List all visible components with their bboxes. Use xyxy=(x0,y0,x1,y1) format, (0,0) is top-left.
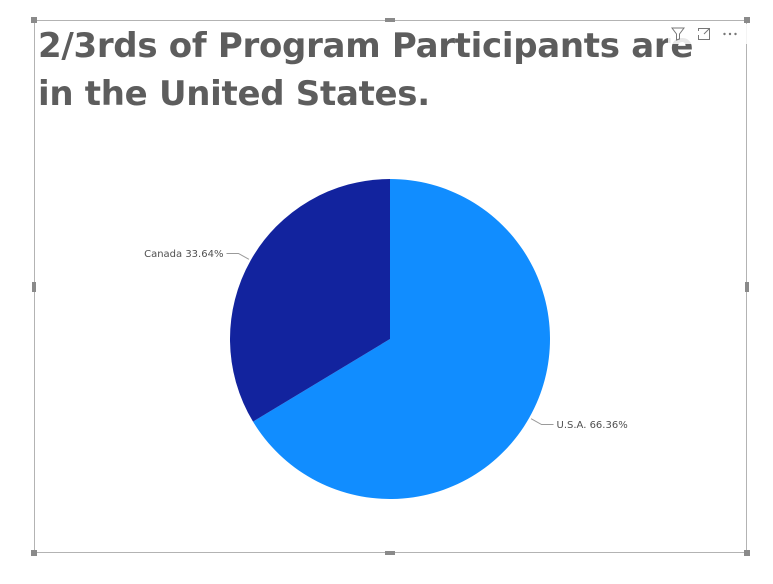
resize-handle-bottom-left[interactable] xyxy=(31,550,37,556)
leader-line xyxy=(530,418,554,426)
pie-slice-canada[interactable] xyxy=(230,179,390,422)
leader-line xyxy=(226,252,250,260)
resize-handle-top-left[interactable] xyxy=(31,17,37,23)
data-label: U.S.A. 66.36% xyxy=(557,420,628,431)
resize-handle-bottom[interactable] xyxy=(385,551,395,555)
resize-handle-top-right[interactable] xyxy=(744,17,750,23)
filter-icon[interactable] xyxy=(668,25,688,43)
resize-handle-left[interactable] xyxy=(32,282,36,292)
resize-handle-bottom-right[interactable] xyxy=(744,550,750,556)
resize-handle-top[interactable] xyxy=(385,18,395,22)
data-label: Canada 33.64% xyxy=(144,249,223,260)
pie-slice-u-s-a[interactable] xyxy=(253,179,550,500)
more-options-icon[interactable] xyxy=(720,25,740,43)
chart-title: 2/3rds of Program Participants are in th… xyxy=(38,26,694,114)
visual-header-toolbar xyxy=(668,24,748,44)
focus-mode-icon[interactable] xyxy=(694,25,714,43)
resize-handle-right[interactable] xyxy=(745,282,749,292)
